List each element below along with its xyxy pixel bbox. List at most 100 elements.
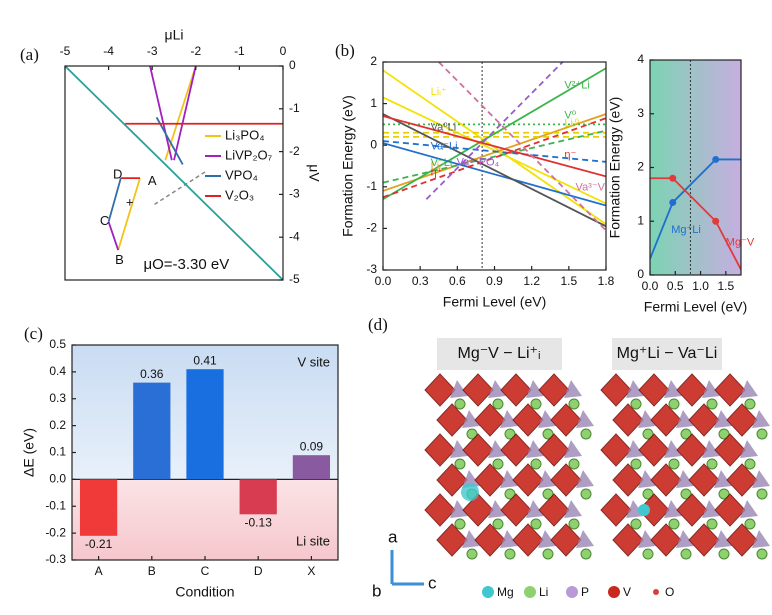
arrow [151, 171, 206, 207]
tetrahedron [740, 440, 758, 458]
li-atom [454, 518, 466, 530]
legend-label: LiVP₂O₇ [225, 147, 273, 162]
octahedron [612, 523, 644, 557]
x-tick-label: 0.6 [449, 274, 466, 288]
legend-atom [653, 589, 659, 595]
series-line [120, 122, 283, 180]
y-tick-label: 1 [637, 213, 644, 227]
tetrahedron [526, 380, 544, 398]
series-line [383, 142, 606, 207]
bar [292, 455, 331, 480]
octahedron [538, 493, 570, 527]
point [712, 217, 720, 225]
y-tick-label: 1 [370, 96, 377, 110]
panel-label: (b) [335, 41, 355, 60]
series-group [650, 158, 741, 271]
bar [186, 369, 224, 480]
tetrahedron [488, 440, 506, 458]
value-label: -0.21 [85, 537, 113, 551]
tetrahedron [752, 470, 770, 488]
series-label: Va⁻Li [431, 141, 458, 153]
tetrahedron [702, 500, 720, 518]
octahedron [688, 463, 720, 497]
bar [79, 479, 118, 536]
panel-label: (d) [368, 315, 388, 334]
li-atom [706, 458, 718, 470]
tetrahedron [638, 470, 656, 488]
y-axis-label: Formation Energy (eV) [607, 97, 623, 239]
tetrahedron [462, 470, 480, 488]
x-tick-label: 0.0 [375, 274, 392, 288]
region-label: V site [297, 354, 330, 369]
octahedron [714, 433, 746, 467]
series-line [383, 96, 606, 205]
li-atom [718, 428, 730, 440]
tetrahedron [676, 470, 694, 488]
li-atom [542, 428, 554, 440]
structure-title: Mg⁻V − Li⁺ᵢ [458, 345, 541, 362]
y-tick-label: -1 [289, 101, 300, 115]
x-tick-label: 0.9 [486, 274, 503, 288]
octahedron [462, 373, 494, 407]
bar [133, 382, 171, 480]
octahedron [600, 433, 632, 467]
tetrahedron [664, 380, 682, 398]
li-atom [706, 518, 718, 530]
value-label: -0.13 [245, 515, 273, 529]
x-tick-label: -3 [147, 44, 158, 58]
legend-atom [566, 586, 578, 598]
octahedron [612, 463, 644, 497]
panel-label: (a) [20, 45, 39, 64]
li-atom [756, 428, 768, 440]
octahedron [424, 433, 456, 467]
tetrahedron [702, 440, 720, 458]
y-axis-label: Formation Energy (eV) [340, 95, 356, 237]
li-atom [580, 428, 592, 440]
li-atom [504, 488, 516, 500]
octahedron [462, 433, 494, 467]
annotation: D [113, 167, 122, 182]
series-line [425, 62, 564, 200]
series-line [117, 66, 197, 251]
tetrahedron [576, 470, 594, 488]
panel-label: (c) [24, 324, 43, 343]
axis-label: c [428, 573, 437, 592]
tetrahedron [564, 500, 582, 518]
y-tick-label: 0.3 [49, 391, 66, 405]
li-atom [466, 428, 478, 440]
tetrahedron [526, 500, 544, 518]
y-tick-label: -2 [289, 144, 300, 158]
x-tick-label: -2 [190, 44, 201, 58]
y-tick-label: 0 [637, 267, 644, 281]
value-label: 0.36 [140, 367, 164, 381]
series-line [383, 129, 606, 184]
tetrahedron [638, 530, 656, 548]
y-tick-label: -0.2 [45, 525, 66, 539]
li-atom [668, 518, 680, 530]
legend-label: Mg [497, 585, 514, 599]
tetrahedron [450, 500, 468, 518]
series-label: Va⁰Li [431, 121, 457, 133]
octahedron [474, 523, 506, 557]
octahedron [650, 463, 682, 497]
series-label: η⁻ [564, 149, 576, 161]
annotation: B [115, 252, 124, 267]
octahedron [600, 373, 632, 407]
tetrahedron [488, 380, 506, 398]
y-tick-label: -2 [366, 221, 377, 235]
li-atom [744, 518, 756, 530]
x-tick-label: 1.5 [717, 279, 734, 293]
x-tick-label: 0.0 [642, 279, 659, 293]
tetrahedron [676, 530, 694, 548]
value-label: 0.41 [193, 353, 217, 367]
li-atom [718, 488, 730, 500]
tetrahedron [564, 380, 582, 398]
y-tick-label: 4 [637, 52, 644, 66]
y-tick-label: -0.3 [45, 552, 66, 566]
tetrahedron [500, 470, 518, 488]
li-atom [504, 548, 516, 560]
series-label: Liᵢ⁻ [431, 160, 447, 172]
li-atom [492, 518, 504, 530]
tetrahedron [500, 410, 518, 428]
plot-frame [382, 61, 607, 271]
